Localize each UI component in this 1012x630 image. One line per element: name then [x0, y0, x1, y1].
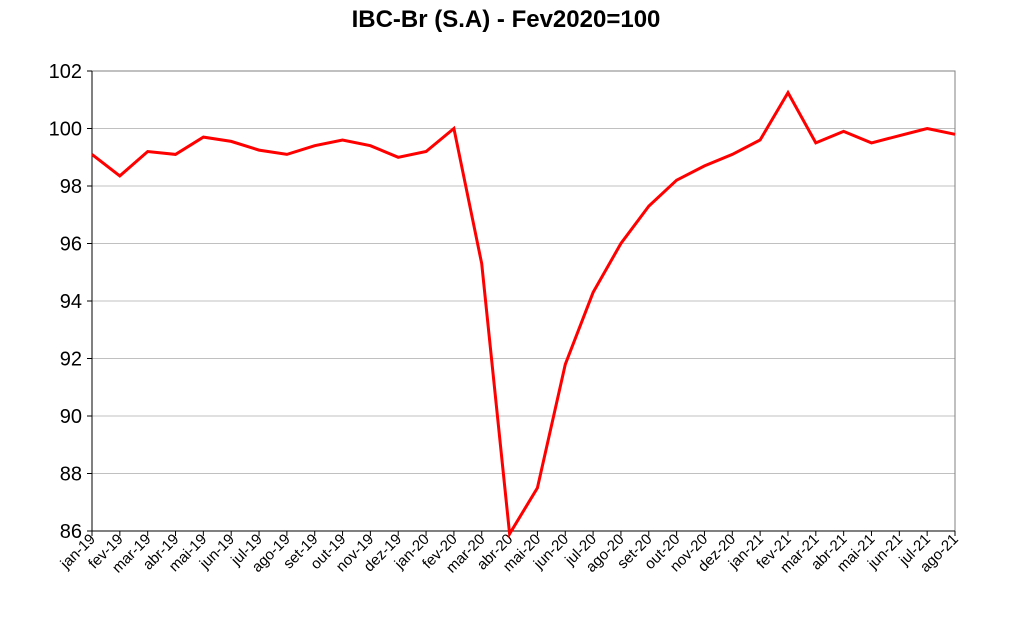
- x-axis: jan-19fev-19mar-19abr-19mai-19jun-19jul-…: [57, 531, 962, 577]
- series-line-0: [91, 89, 956, 539]
- series-layer: [91, 89, 956, 539]
- y-tick-label: 98: [60, 176, 82, 198]
- y-tick-label: 86: [60, 521, 82, 543]
- y-tick-label: 92: [60, 349, 82, 371]
- y-tick-label: 88: [60, 464, 82, 486]
- chart-title: IBC-Br (S.A) - Fev2020=100: [351, 6, 661, 33]
- y-tick-label: 102: [49, 61, 82, 83]
- y-tick-label: 94: [60, 291, 82, 313]
- y-tick-label: 96: [60, 234, 82, 256]
- y-tick-label: 100: [49, 119, 82, 141]
- y-tick-label: 90: [60, 406, 82, 428]
